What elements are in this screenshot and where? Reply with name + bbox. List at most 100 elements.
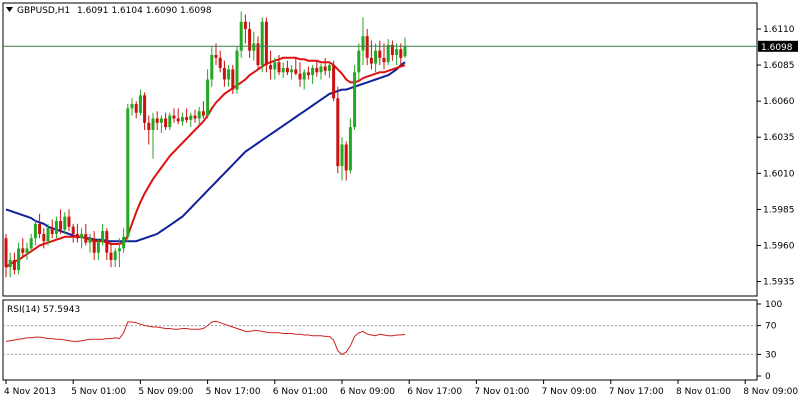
time-tick-label: 8 Nov 09:00: [743, 387, 798, 397]
rsi-axis: 100 70 30 0: [757, 300, 782, 382]
candle: [332, 60, 336, 102]
price-tick-label: 1.6085: [763, 61, 795, 71]
candle: [59, 209, 63, 234]
time-tick-label: 8 Nov 01:00: [676, 387, 731, 397]
candle: [17, 242, 21, 275]
candle: [298, 62, 302, 87]
time-tick-label: 5 Nov 09:00: [138, 387, 193, 397]
candle-body: [369, 57, 373, 64]
candle-body: [340, 144, 344, 167]
candle: [290, 65, 294, 80]
candle: [21, 238, 25, 258]
dropdown-triangle-icon[interactable]: [6, 7, 13, 12]
candle: [101, 223, 105, 246]
candle: [180, 112, 184, 126]
rsi-tick-label: 70: [765, 322, 777, 332]
candle-body: [260, 21, 264, 66]
candle-body: [336, 98, 340, 167]
candle-body: [29, 238, 33, 249]
candle: [231, 65, 235, 94]
candle: [361, 17, 365, 66]
price-tick-label: 1.5935: [763, 278, 795, 288]
candle-body: [25, 248, 29, 253]
candle-body: [361, 36, 365, 51]
candle-body: [285, 67, 289, 73]
candle: [327, 62, 331, 79]
candle: [319, 63, 323, 80]
candle: [382, 43, 386, 70]
candle: [168, 112, 172, 131]
symbol-label: GBPUSD,H1: [17, 6, 70, 16]
candle: [46, 223, 50, 246]
candle-body: [319, 66, 323, 73]
candle: [71, 223, 75, 243]
candle: [353, 65, 357, 131]
candle-body: [344, 144, 348, 171]
candle: [113, 248, 117, 268]
candle-body: [46, 228, 50, 242]
candle-body: [277, 62, 281, 73]
candle: [172, 108, 176, 123]
rsi-label: RSI(14) 57.5943: [7, 305, 80, 315]
candle-body: [176, 118, 180, 122]
candle-body: [231, 69, 235, 90]
candle-body: [395, 49, 399, 55]
candle: [323, 57, 327, 76]
candle-body: [306, 72, 310, 76]
symbol-header: GBPUSD,H1 1.6091 1.6104 1.6090 1.6098: [6, 6, 212, 16]
candle: [159, 115, 163, 133]
candle: [105, 228, 109, 260]
candle: [88, 233, 92, 253]
candle-body: [302, 72, 306, 80]
time-tick-label: 6 Nov 09:00: [340, 387, 395, 397]
candle-body: [84, 233, 88, 243]
candle-body: [281, 67, 285, 73]
candle-body: [290, 69, 294, 73]
candle: [38, 213, 42, 239]
candle: [164, 112, 168, 131]
candle: [369, 40, 373, 70]
candle: [374, 43, 378, 73]
candle-body: [151, 118, 155, 131]
candle: [277, 54, 281, 76]
candle: [306, 66, 310, 80]
candle-body: [159, 118, 163, 123]
candle: [122, 228, 126, 253]
candle-body: [365, 36, 369, 58]
candle: [50, 219, 54, 239]
rsi-tick-label: 30: [765, 350, 777, 360]
candle: [227, 65, 231, 87]
candle-body: [109, 252, 113, 260]
candle: [395, 43, 399, 66]
time-tick-label: 6 Nov 17:00: [407, 387, 462, 397]
time-tick-label: 6 Nov 01:00: [273, 387, 328, 397]
candle: [80, 228, 84, 249]
candle-body: [59, 220, 63, 230]
candle-body: [298, 73, 302, 80]
candle-body: [193, 115, 197, 119]
candle: [214, 43, 218, 66]
price-tick-label: 1.6060: [763, 97, 795, 107]
candle: [143, 92, 147, 131]
candle: [390, 40, 394, 61]
price-tick-label: 1.6110: [763, 25, 795, 35]
candle-body: [252, 43, 256, 51]
candle-body: [378, 50, 382, 58]
candle-body: [222, 67, 226, 80]
time-tick-label: 7 Nov 01:00: [474, 387, 529, 397]
candle-body: [101, 231, 105, 243]
candle-body: [348, 127, 352, 171]
time-tick-label: 7 Nov 17:00: [609, 387, 664, 397]
candle-body: [269, 65, 273, 70]
candle: [365, 28, 369, 66]
candle-body: [38, 223, 42, 234]
candle-body: [386, 44, 390, 63]
candle-body: [50, 228, 54, 234]
candle: [42, 228, 46, 249]
candle-body: [71, 226, 75, 234]
candle-body: [382, 57, 386, 63]
candle-body: [164, 118, 168, 128]
candle: [197, 106, 201, 125]
candle-body: [239, 21, 243, 51]
